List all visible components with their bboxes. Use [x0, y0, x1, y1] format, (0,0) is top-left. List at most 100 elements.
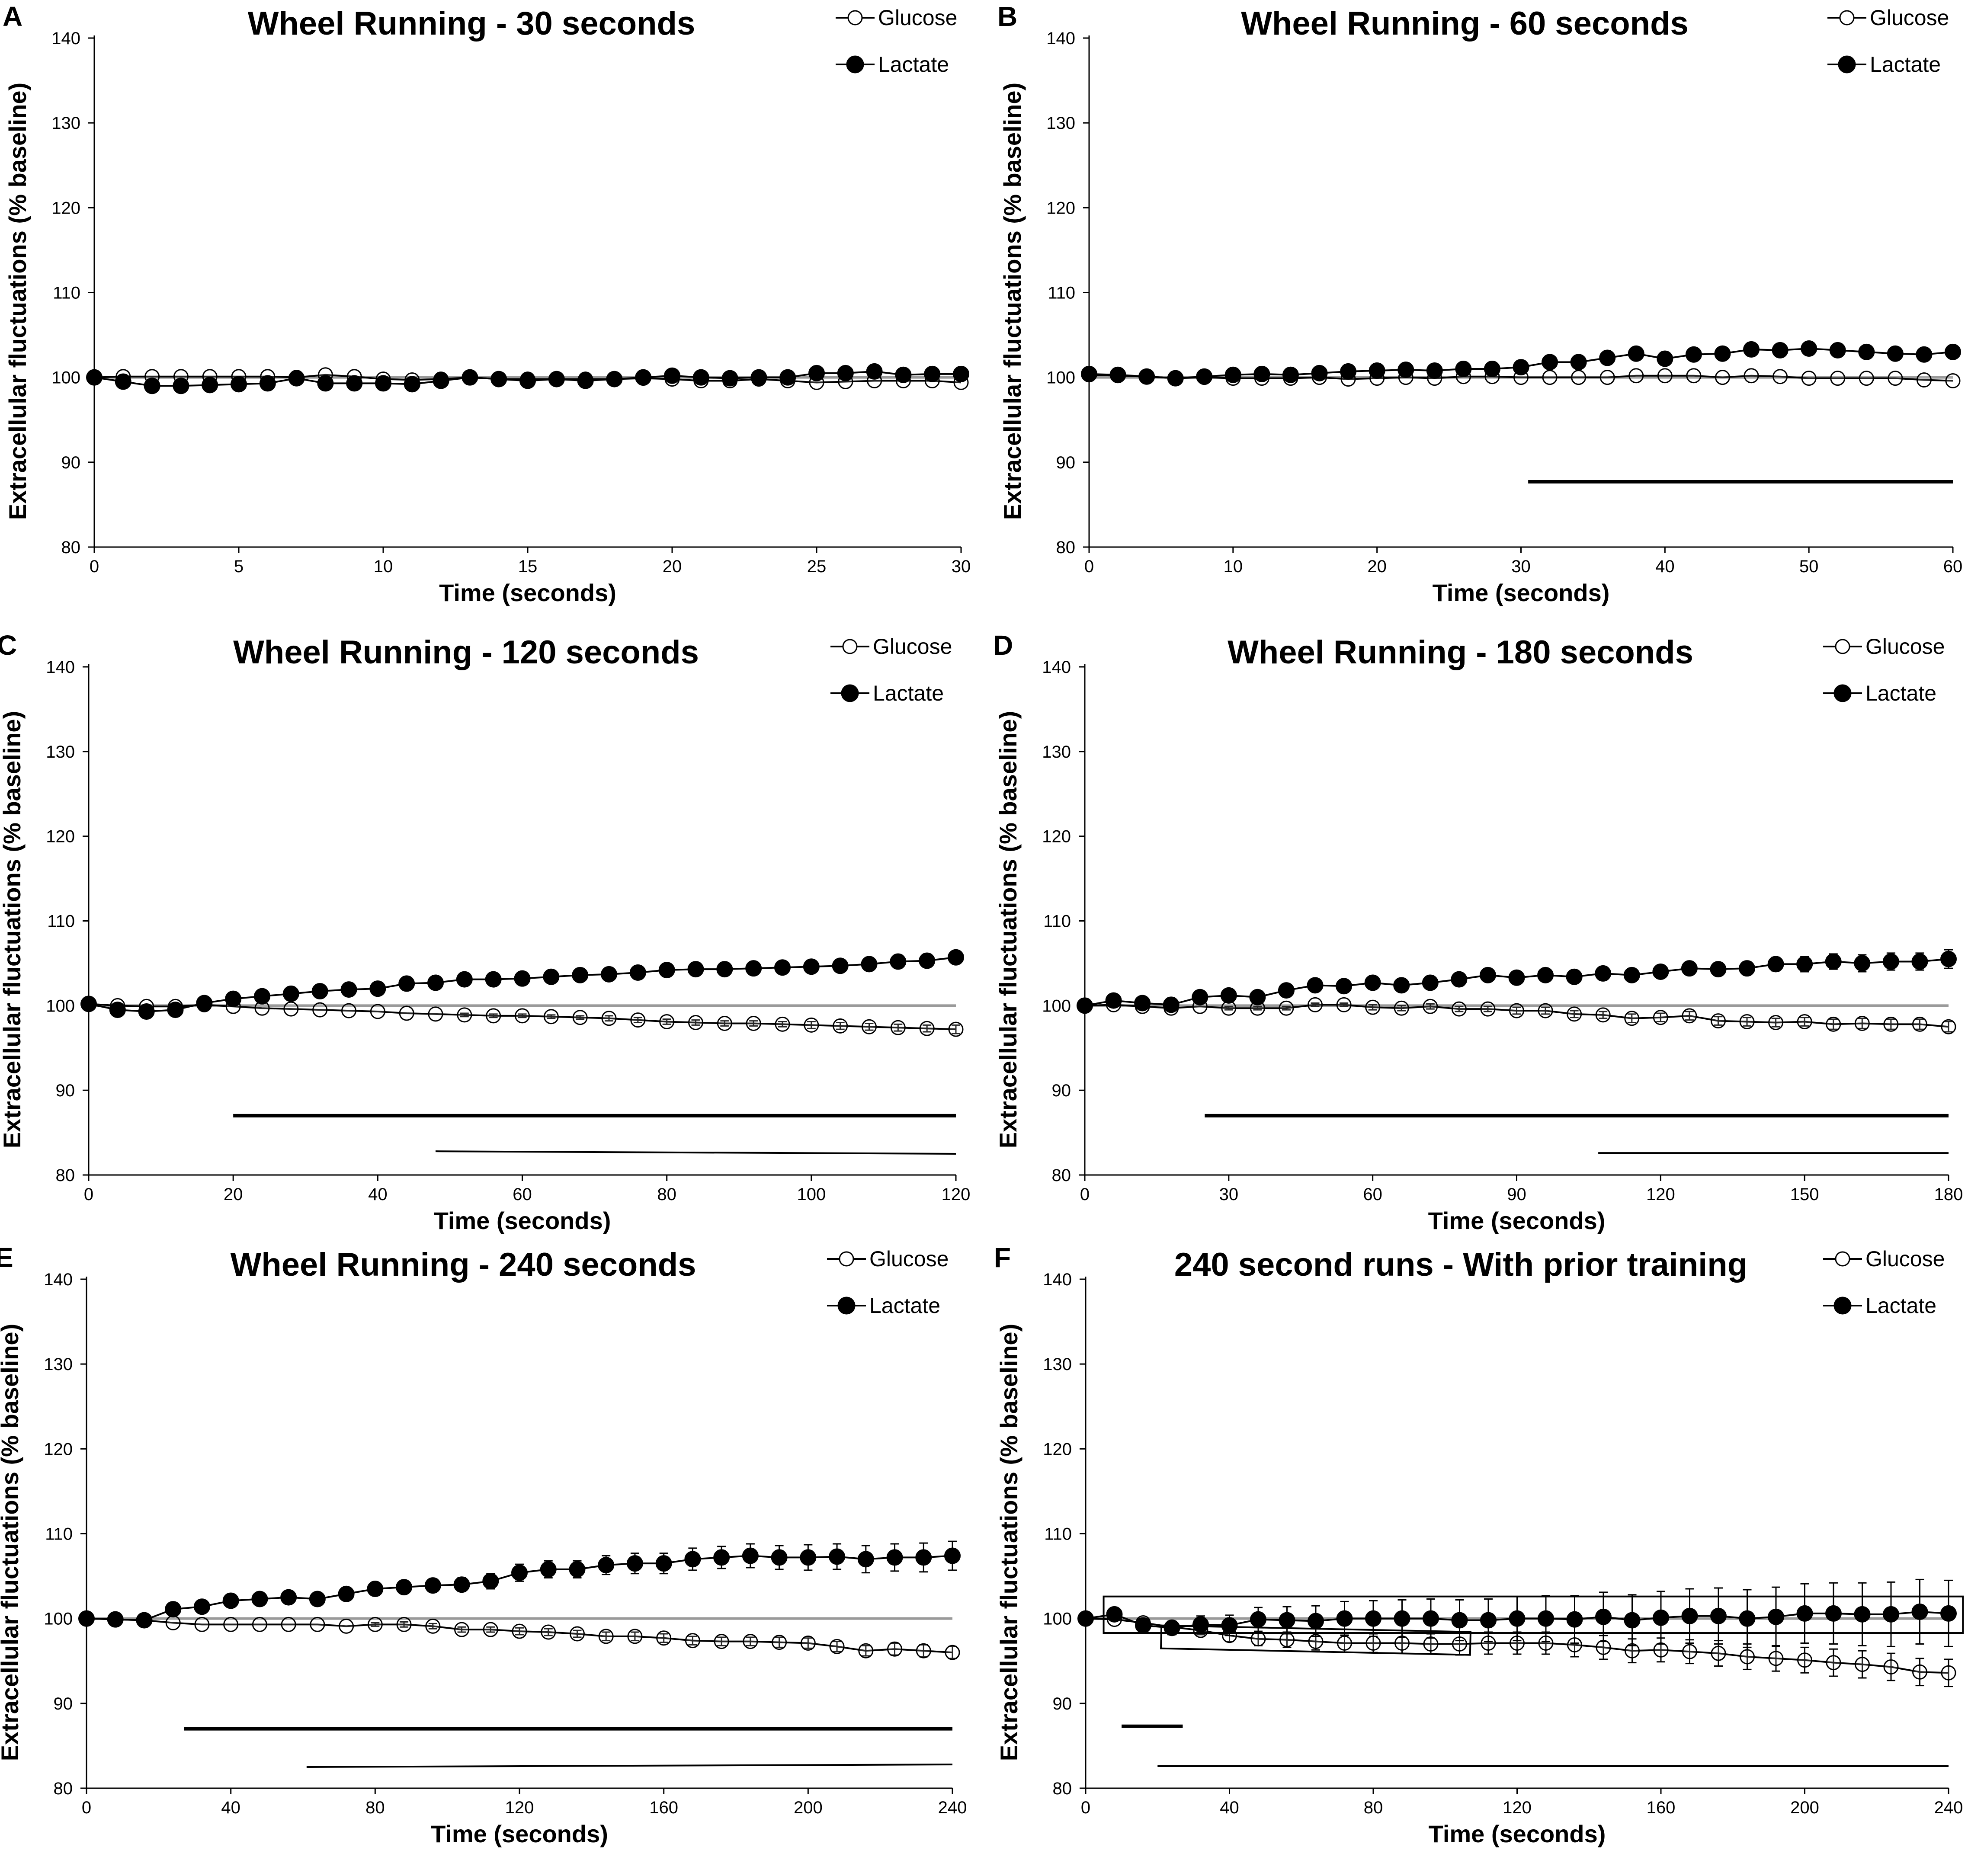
- lactate-point: [948, 949, 964, 966]
- glucose-point: [1686, 368, 1702, 384]
- glucose-point: [312, 1002, 328, 1018]
- glucose-point: [1883, 1016, 1899, 1032]
- glucose-point: [1888, 371, 1903, 386]
- lactate-point: [577, 372, 594, 389]
- lactate-point: [193, 1598, 210, 1615]
- lactate-point: [519, 372, 536, 389]
- lactate-point: [890, 953, 907, 970]
- glucose-point: [829, 1639, 845, 1654]
- y-tick-label: 130: [1046, 114, 1075, 133]
- lactate-point: [404, 376, 420, 393]
- x-tick-label: 30: [952, 557, 971, 576]
- lactate-point: [1887, 345, 1904, 362]
- glucose-line: [86, 1617, 953, 1654]
- glucose-point: [1599, 370, 1615, 385]
- x-tick-label: 120: [1646, 1185, 1675, 1204]
- legend-label: Lactate: [869, 1293, 940, 1318]
- lactate-point: [866, 363, 883, 380]
- y-tick-label: 130: [1043, 1355, 1072, 1374]
- y-tick-label: 140: [1042, 658, 1071, 677]
- glucose-point: [1653, 1010, 1668, 1025]
- y-tick-label: 120: [44, 1440, 73, 1459]
- glucose-point: [1740, 1649, 1755, 1665]
- lactate-point: [716, 961, 733, 978]
- legend: Glucose Lactate: [827, 1247, 949, 1318]
- legend-label: Lactate: [1870, 52, 1941, 77]
- glucose-point: [1682, 1008, 1697, 1024]
- glucose-point: [1394, 1636, 1410, 1651]
- lactate-point: [280, 1589, 297, 1606]
- glucose-point: [630, 1012, 646, 1028]
- highlight-box: [1103, 1595, 1964, 1634]
- lactate-legend-marker: [1833, 684, 1852, 702]
- lactate-point: [144, 378, 160, 394]
- x-axis-label: Time (seconds): [434, 1207, 611, 1234]
- x-tick-label: 30: [1219, 1185, 1239, 1204]
- series-lactate: [1081, 340, 1961, 387]
- glucose-point: [396, 1617, 412, 1632]
- lactate-point: [196, 995, 213, 1012]
- glucose-point: [512, 1623, 527, 1639]
- glucose-point: [688, 1015, 703, 1030]
- glucose-point: [515, 1008, 530, 1024]
- glucose-point: [714, 1634, 729, 1649]
- glucose-legend-marker: [1835, 1251, 1850, 1267]
- lactate-point: [832, 957, 849, 974]
- lactate-point: [1426, 362, 1443, 379]
- lactate-point: [514, 970, 531, 987]
- lactate-point: [837, 365, 854, 381]
- lactate-point: [107, 1611, 124, 1628]
- y-tick-label: 120: [46, 827, 75, 846]
- lactate-point: [1508, 969, 1525, 986]
- glucose-point: [310, 1617, 325, 1632]
- y-tick-label: 90: [54, 1694, 73, 1713]
- x-tick-label: 200: [1790, 1798, 1819, 1817]
- lactate-point: [456, 971, 473, 988]
- lactate-point: [1623, 967, 1640, 983]
- y-tick-label: 120: [1042, 827, 1071, 846]
- lactate-point: [1455, 361, 1472, 378]
- glucose-point: [1596, 1639, 1611, 1655]
- glucose-point: [1567, 1006, 1582, 1022]
- lactate-point: [1480, 1612, 1497, 1629]
- lactate-point: [1422, 974, 1439, 991]
- lactate-point: [1336, 978, 1353, 995]
- glucose-point: [659, 1014, 675, 1030]
- lactate-point: [684, 1551, 701, 1568]
- highlight-box: [1160, 1624, 1471, 1656]
- glucose-legend-marker: [1835, 639, 1850, 654]
- lactate-point: [1916, 346, 1933, 363]
- lactate-point: [915, 1549, 932, 1566]
- lactate-point: [1768, 1608, 1784, 1625]
- lactate-point: [1105, 992, 1122, 1009]
- x-tick-label: 40: [1655, 557, 1675, 576]
- lactate-point: [396, 1579, 413, 1596]
- glucose-point: [1682, 1644, 1697, 1659]
- glucose-point: [746, 1015, 761, 1031]
- legend-label: Glucose: [869, 1247, 949, 1271]
- lactate-point: [1537, 967, 1554, 983]
- lactate-point: [745, 960, 762, 977]
- glucose-legend-marker: [839, 1251, 854, 1267]
- lactate-point: [655, 1555, 672, 1572]
- lactate-point: [1743, 341, 1760, 358]
- glucose-point: [1336, 997, 1352, 1012]
- glucose-point: [341, 1003, 356, 1018]
- lactate-legend-marker: [846, 55, 864, 74]
- glucose-point: [862, 1019, 877, 1034]
- glucose-point: [1739, 1014, 1755, 1030]
- y-tick-label: 130: [51, 114, 80, 133]
- panel-c: C Wheel Running - 120 seconds 80 90 100 110 12…: [0, 630, 970, 1234]
- lactate-point: [1538, 1610, 1554, 1627]
- lactate-point: [1163, 1620, 1180, 1636]
- x-tick-label: 0: [82, 1798, 91, 1817]
- lactate-point: [225, 990, 242, 1007]
- glucose-point: [1830, 371, 1846, 386]
- lactate-point: [462, 369, 478, 386]
- panel-letter: B: [997, 1, 1017, 32]
- glucose-point: [858, 1643, 874, 1658]
- lactate-point: [1509, 1610, 1526, 1627]
- lactate-point: [482, 1573, 499, 1590]
- lactate-point: [1220, 987, 1237, 1004]
- glucose-point: [804, 1017, 819, 1033]
